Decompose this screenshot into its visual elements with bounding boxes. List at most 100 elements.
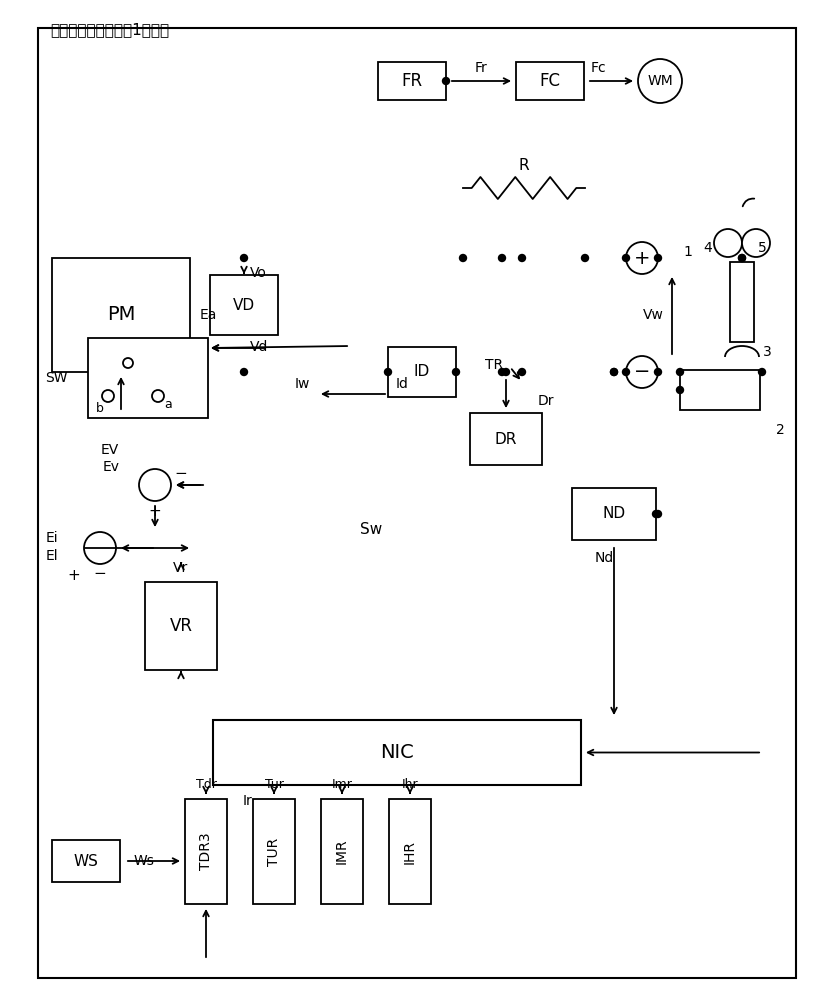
Bar [52,840,120,882]
Text: −: − [634,362,650,381]
Bar [210,275,278,335]
Bar [389,799,431,904]
Text: Ihr: Ihr [402,778,418,792]
Text: Fr: Fr [474,61,488,75]
Bar [213,720,581,785]
Circle shape [676,368,684,375]
Text: Ws: Ws [134,854,155,868]
Circle shape [626,356,658,388]
Circle shape [654,368,662,375]
Text: EV: EV [101,443,119,457]
Text: 3: 3 [762,345,771,359]
Text: +: + [149,504,161,518]
Text: Imr: Imr [331,778,353,792]
Bar [572,488,656,540]
Text: PM: PM [107,306,135,324]
Circle shape [610,368,618,375]
Bar [321,799,363,904]
Text: FC: FC [540,72,560,90]
Text: DR: DR [495,432,517,446]
Text: 第二实施方式（对图1变形）: 第二实施方式（对图1变形） [50,22,169,37]
Bar [52,258,190,372]
Text: Ir: Ir [243,794,253,808]
Text: FR: FR [402,72,423,90]
Circle shape [676,386,684,393]
Circle shape [502,368,510,375]
Text: TR: TR [485,358,503,372]
Circle shape [452,368,460,375]
Text: Ea: Ea [200,308,218,322]
Circle shape [139,469,171,501]
Text: b: b [96,401,104,414]
Text: IMR: IMR [335,839,349,864]
Circle shape [622,254,630,261]
Text: +: + [634,248,650,267]
Text: VD: VD [233,298,255,312]
Text: TUR: TUR [267,837,281,866]
Text: Ev: Ev [102,460,119,474]
Circle shape [622,368,630,375]
Circle shape [653,510,659,518]
Text: Tur: Tur [264,778,284,792]
Circle shape [240,368,248,375]
Circle shape [739,254,745,261]
Text: Vr: Vr [173,561,189,575]
Text: −: − [174,466,187,481]
Text: a: a [164,397,172,410]
Circle shape [498,368,506,375]
Text: 4: 4 [703,241,712,255]
Text: TDR3: TDR3 [199,833,213,870]
Text: Dr: Dr [537,394,555,408]
Text: R: R [519,158,529,174]
Circle shape [84,532,116,564]
Circle shape [460,254,466,261]
Circle shape [102,390,114,402]
Bar [516,62,584,100]
Bar [253,799,295,904]
Text: El: El [46,549,59,563]
Text: Ei: Ei [46,531,59,545]
Text: SW: SW [46,371,68,385]
Circle shape [654,254,662,261]
Text: IHR: IHR [403,840,417,863]
Circle shape [626,242,658,274]
Circle shape [498,254,506,261]
Text: Tdr: Tdr [196,778,217,792]
Circle shape [443,78,450,85]
Circle shape [742,229,770,257]
Bar [680,370,760,410]
Circle shape [519,254,525,261]
Circle shape [654,510,662,518]
Text: WS: WS [74,854,98,868]
Circle shape [519,368,525,375]
Text: ND: ND [602,506,626,522]
Text: 1: 1 [684,245,693,259]
Text: ID: ID [414,364,430,379]
Circle shape [384,368,392,375]
Text: Vw: Vw [643,308,664,322]
Bar [88,338,208,418]
Circle shape [714,229,742,257]
Circle shape [610,368,618,375]
Bar [378,62,446,100]
Text: Nd: Nd [595,551,614,565]
Bar [730,262,754,342]
Text: 2: 2 [775,423,784,437]
Text: 5: 5 [757,241,766,255]
Circle shape [240,254,248,261]
Text: Vd: Vd [250,340,268,354]
Text: +: + [68,568,80,584]
Text: Id: Id [396,377,409,391]
Circle shape [739,254,745,261]
Bar [185,799,227,904]
Bar [145,582,217,670]
Circle shape [582,254,588,261]
Text: Vo: Vo [250,266,267,280]
Bar [388,347,456,397]
Circle shape [638,59,682,103]
Text: WM: WM [647,74,673,88]
Text: VR: VR [169,617,192,635]
Bar [470,413,542,465]
Circle shape [123,358,133,368]
Text: −: − [93,566,106,582]
